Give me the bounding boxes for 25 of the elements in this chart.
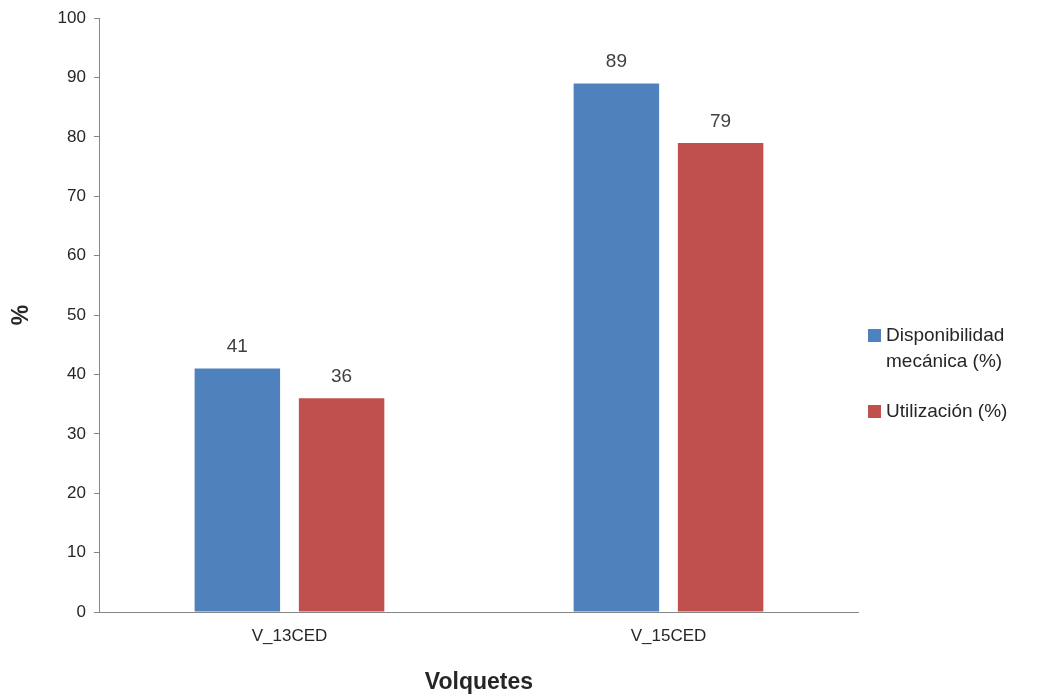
y-tick-label: 40: [67, 364, 86, 384]
x-tick-label: V_13CED: [251, 625, 328, 645]
data-label: 41: [226, 335, 248, 357]
y-tick-label: 20: [67, 482, 86, 502]
y-axis-title: %: [7, 304, 34, 326]
bar: [194, 368, 281, 612]
x-tick-label: V_15CED: [630, 625, 707, 645]
y-tick-label: 30: [67, 423, 86, 443]
x-axis-title: Volquetes: [424, 667, 534, 694]
y-tick-label: 70: [67, 186, 86, 206]
bar: [573, 83, 660, 612]
bar: [298, 398, 385, 612]
legend-label: Disponibilidad mecánica (%): [886, 323, 1006, 373]
y-tick-label: 10: [67, 542, 86, 562]
y-tick-label: 90: [67, 67, 86, 87]
y-tick-label: 50: [67, 304, 86, 324]
bar: [677, 142, 764, 612]
y-tick-label: 100: [57, 7, 86, 27]
y-tick-label: 0: [76, 601, 86, 621]
legend-label: Utilización (%): [886, 399, 1008, 423]
data-label: 36: [331, 364, 353, 386]
data-label: 89: [605, 50, 627, 72]
y-tick-label: 60: [67, 245, 86, 265]
data-label: 79: [710, 109, 732, 131]
y-tick-label: 80: [67, 126, 86, 146]
